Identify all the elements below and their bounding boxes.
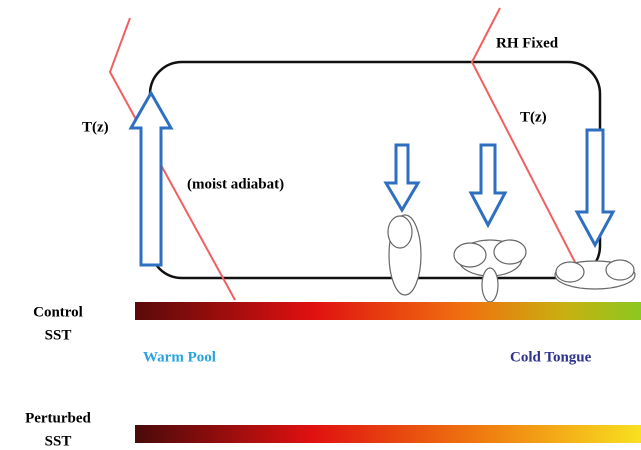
label: T(z) [520,109,547,125]
descent-arrow [383,143,421,213]
sst-label: Perturbed [25,410,91,426]
circulation-loop [148,60,602,280]
sst-bar [135,302,641,320]
descent-arrow [468,143,508,229]
label: T(z) [82,119,109,135]
sst-bar [135,425,641,443]
region-label: Warm Pool [143,349,216,365]
label: (moist adiabat) [187,176,284,192]
ascent-arrow [128,89,174,267]
sst-label: Control [33,304,83,320]
clouds [387,214,636,303]
sst-label: SST [45,327,72,343]
descent-arrow [574,128,616,249]
sst-label: SST [45,433,72,449]
label: RH Fixed [496,35,559,51]
region-label: Cold Tongue [510,349,592,365]
temperature-profile-right [470,7,579,269]
temperature-profile-left [108,17,236,301]
